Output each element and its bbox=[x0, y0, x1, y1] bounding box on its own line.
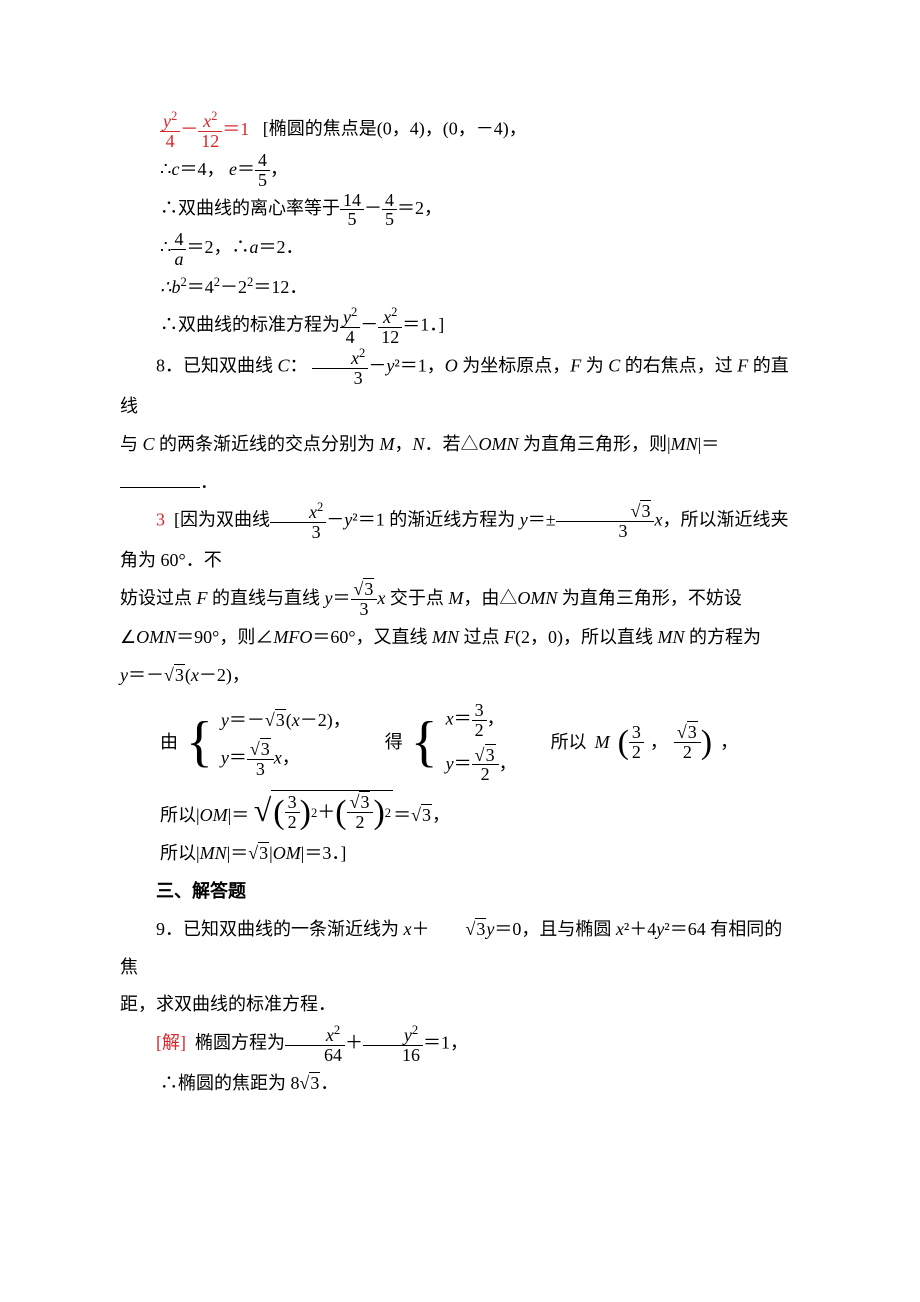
ans8-om: 所以|OM|＝ √ (32)2＋(√32)2 ＝√3， bbox=[120, 790, 800, 835]
ans8-mn: 所以|MN|＝√3|OM|＝3．] bbox=[120, 835, 800, 873]
ans9-line1: [解] 椭圆方程为x264＋y216＝1， bbox=[120, 1024, 800, 1065]
ans8-line2: 妨设过点 F 的直线与直线 y＝√33x 交于点 M，由△OMN 为直角三角形，… bbox=[120, 580, 800, 619]
answer-blank[interactable] bbox=[120, 487, 200, 488]
q9-text: 9．已知双曲线的一条渐近线为 x＋√3y＝0，且与椭圆 x²＋4y²＝64 有相… bbox=[120, 911, 800, 987]
ans7-line5: ∴b2＝42－22＝12． bbox=[120, 269, 800, 307]
q9-text-2: 距，求双曲线的标准方程． bbox=[120, 986, 800, 1024]
ans8-system: 由 { y＝－√3(x－2)， y＝√33x， 得 { x＝32， y＝√32，… bbox=[120, 701, 800, 785]
ans9-line2: ∴椭圆的焦距为 8√3． bbox=[120, 1065, 800, 1103]
q8-text-2: 与 C 的两条渐近线的交点分别为 M，N．若△OMN 为直角三角形，则|MN|＝ bbox=[120, 426, 800, 464]
ans8-line3: ∠OMN＝90°，则∠MFO＝60°，又直线 MN 过点 F(2，0)，所以直线… bbox=[120, 619, 800, 657]
ans7-line6: ∴双曲线的标准方程为y24－x212＝1．] bbox=[120, 306, 800, 347]
section-3-heading: 三、解答题 bbox=[120, 873, 800, 911]
ans8-line1: 3 [因为双曲线x23－y²＝1 的渐近线方程为 y＝±√33x，所以渐近线夹角… bbox=[120, 501, 800, 580]
q8-text: 8．已知双曲线 C： x23－y²＝1，O 为坐标原点，F 为 C 的右焦点，过… bbox=[120, 347, 800, 426]
q8-blank: ． bbox=[120, 464, 800, 502]
ans7-line4: ∴4a＝2，∴a＝2． bbox=[120, 229, 800, 268]
ans7-line1: y24－x212＝1 [椭圆的焦点是(0，4)，(0，－4)， bbox=[120, 110, 800, 151]
ans8-line4: y＝－√3(x－2)， bbox=[120, 657, 800, 695]
ans7-line2: ∴c＝4， e＝45， bbox=[120, 151, 800, 190]
ans7-line3: ∴双曲线的离心率等于145－45＝2， bbox=[120, 190, 800, 229]
